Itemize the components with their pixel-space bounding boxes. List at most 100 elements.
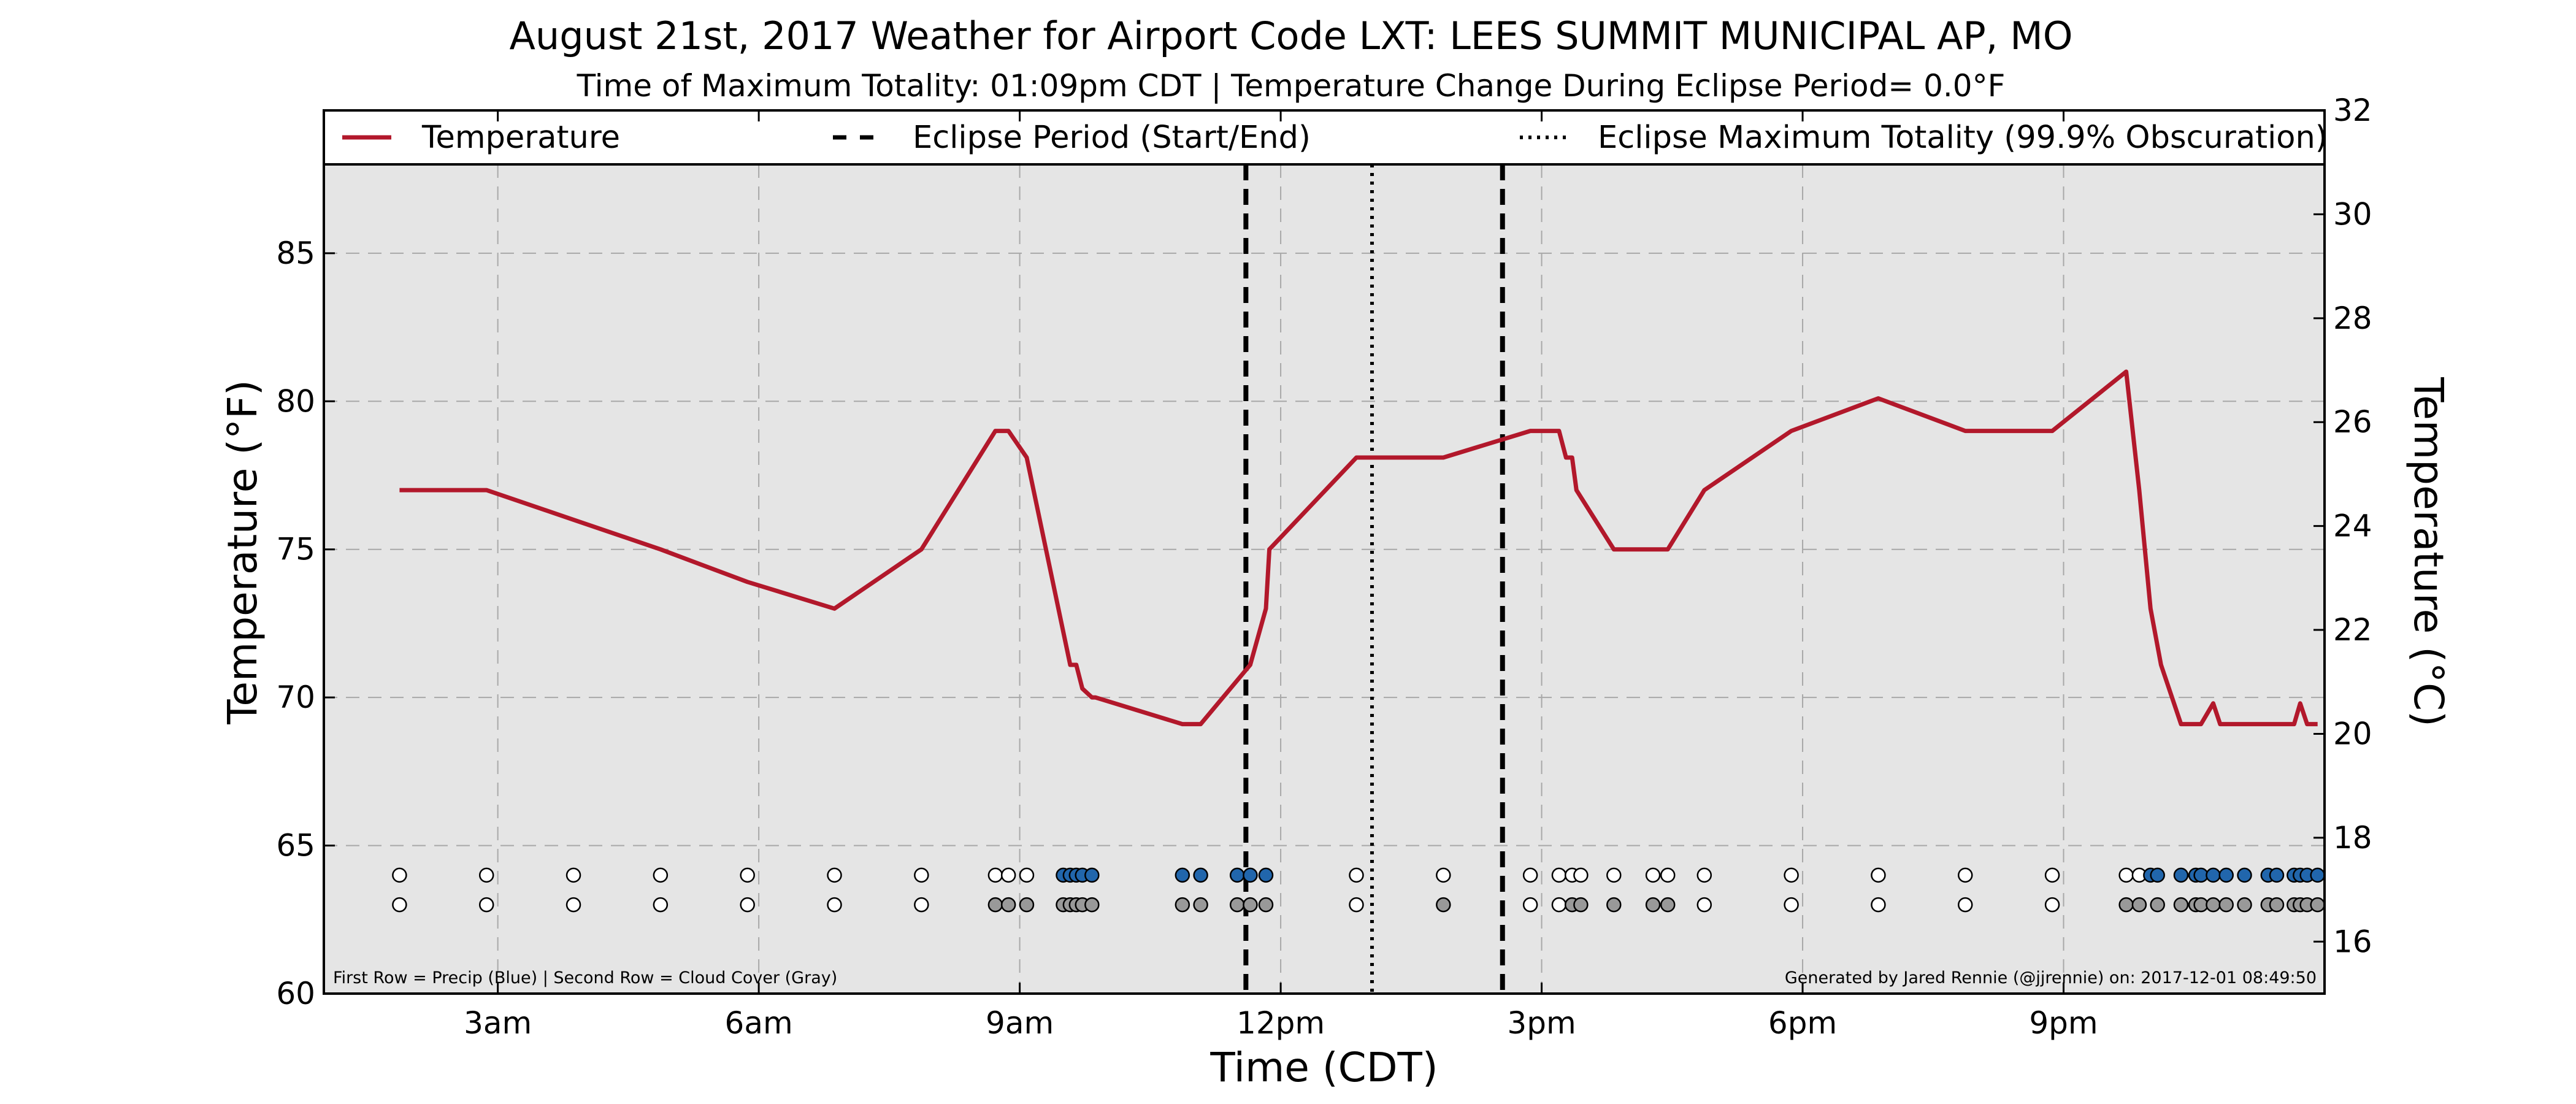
cloud-empty-marker (1349, 897, 1364, 913)
x-tick-label: 9pm (2029, 1005, 2098, 1041)
legend-label-eclipse-period: Eclipse Period (Start/End) (913, 120, 1311, 156)
precip-marker (1193, 867, 1208, 883)
precip-empty-marker (1696, 867, 1712, 883)
precip-empty-marker (478, 867, 494, 883)
precip-empty-marker (392, 867, 407, 883)
cloud-marker (1606, 897, 1622, 913)
cloud-marker (1019, 897, 1035, 913)
precip-empty-marker (1522, 867, 1538, 883)
precip-empty-marker (1606, 867, 1622, 883)
cloud-marker (1645, 897, 1661, 913)
y-tick-label: 80 (276, 383, 315, 419)
y2-tick-label: 18 (2333, 820, 2372, 856)
y-tick-label: 75 (276, 532, 315, 567)
x-tick-label: 6am (725, 1005, 793, 1041)
cloud-marker (2237, 897, 2252, 913)
precip-empty-marker (1349, 867, 1364, 883)
x-axis-label: Time (CDT) (1209, 1044, 1438, 1091)
precip-marker (2218, 867, 2234, 883)
precip-empty-marker (1436, 867, 1451, 883)
cloud-marker (2206, 897, 2221, 913)
cloud-marker (1258, 897, 1274, 913)
precip-empty-marker (987, 867, 1003, 883)
cloud-empty-marker (1551, 897, 1567, 913)
cloud-empty-marker (1696, 897, 1712, 913)
cloud-marker (1084, 897, 1100, 913)
cloud-marker (1243, 897, 1258, 913)
cloud-marker (987, 897, 1003, 913)
cloud-empty-marker (1958, 897, 1973, 913)
y2-tick-label: 20 (2333, 716, 2372, 751)
y-tick-label: 85 (276, 236, 315, 271)
precip-marker (2150, 867, 2165, 883)
precip-empty-marker (1551, 867, 1567, 883)
y-tick-label: 70 (276, 680, 315, 715)
precip-empty-marker (1660, 867, 1676, 883)
cloud-empty-marker (478, 897, 494, 913)
temperature-series (399, 369, 2318, 727)
cloud-empty-marker (1871, 897, 1886, 913)
cloud-row (392, 897, 2325, 913)
precip-empty-marker (827, 867, 842, 883)
cloud-empty-marker (565, 897, 581, 913)
x-tick-label: 9am (986, 1005, 1054, 1041)
precip-row (392, 867, 2325, 883)
precip-marker (1229, 867, 1245, 883)
cloud-marker (1436, 897, 1451, 913)
precip-empty-marker (1645, 867, 1661, 883)
grid-lines (324, 164, 2325, 994)
x-axis: 3am 6am 9am 12pm 3pm 6pm 9pm (464, 110, 2098, 1041)
precip-marker (1175, 867, 1190, 883)
precip-marker (1084, 867, 1100, 883)
y-axis-label: Temperature (°F) (219, 380, 266, 725)
precip-empty-marker (1784, 867, 1799, 883)
footnote-right: Generated by Jared Rennie (@jjrennie) on… (1785, 968, 2317, 987)
precip-marker (1258, 867, 1274, 883)
precip-marker (2310, 867, 2325, 883)
precip-marker (2173, 867, 2189, 883)
cloud-marker (2150, 897, 2165, 913)
precip-empty-marker (914, 867, 929, 883)
precip-marker (2269, 867, 2285, 883)
cloud-marker (1193, 897, 1208, 913)
cloud-marker (2218, 897, 2234, 913)
y2-tick-label: 26 (2333, 404, 2372, 440)
x-tick-label: 6pm (1768, 1005, 1837, 1041)
plot-area (324, 164, 2325, 994)
y2-tick-label: 32 (2333, 93, 2372, 128)
cloud-marker (2269, 897, 2285, 913)
x-tick-label: 3pm (1507, 1005, 1576, 1041)
y2-tick-label: 30 (2333, 196, 2372, 232)
cloud-marker (1229, 897, 1245, 913)
precip-empty-marker (2044, 867, 2060, 883)
cloud-marker (1175, 897, 1190, 913)
y2-tick-label: 24 (2333, 508, 2372, 544)
plot-frame (323, 109, 2326, 995)
x-tick-label: 3am (464, 1005, 532, 1041)
cloud-marker (1000, 897, 1016, 913)
precip-empty-marker (1871, 867, 1886, 883)
legend-label-totality: Eclipse Maximum Totality (99.9% Obscurat… (1598, 120, 2328, 156)
precip-empty-marker (1573, 867, 1589, 883)
cloud-empty-marker (1784, 897, 1799, 913)
y2-tick-label: 28 (2333, 301, 2372, 336)
legend: Temperature Eclipse Period (Start/End) E… (323, 109, 2328, 166)
chart-subtitle: Time of Maximum Totality: 01:09pm CDT | … (577, 68, 2006, 104)
eclipse-lines (1243, 164, 1505, 994)
y-axis-left: 60 65 70 75 80 85 (276, 236, 335, 1011)
legend-label-temperature: Temperature (421, 120, 620, 156)
cloud-empty-marker (914, 897, 929, 913)
cloud-marker (2118, 897, 2134, 913)
cloud-marker (2173, 897, 2189, 913)
y-axis-right: 16 18 20 22 24 26 28 30 32 (2313, 93, 2372, 959)
precip-empty-marker (1019, 867, 1035, 883)
cloud-empty-marker (740, 897, 755, 913)
cloud-marker (1573, 897, 1589, 913)
precip-marker (2206, 867, 2221, 883)
footnote-left: First Row = Precip (Blue) | Second Row =… (333, 968, 837, 987)
cloud-empty-marker (827, 897, 842, 913)
precip-empty-marker (2118, 867, 2134, 883)
precip-marker (1243, 867, 1258, 883)
precip-empty-marker (1000, 867, 1016, 883)
